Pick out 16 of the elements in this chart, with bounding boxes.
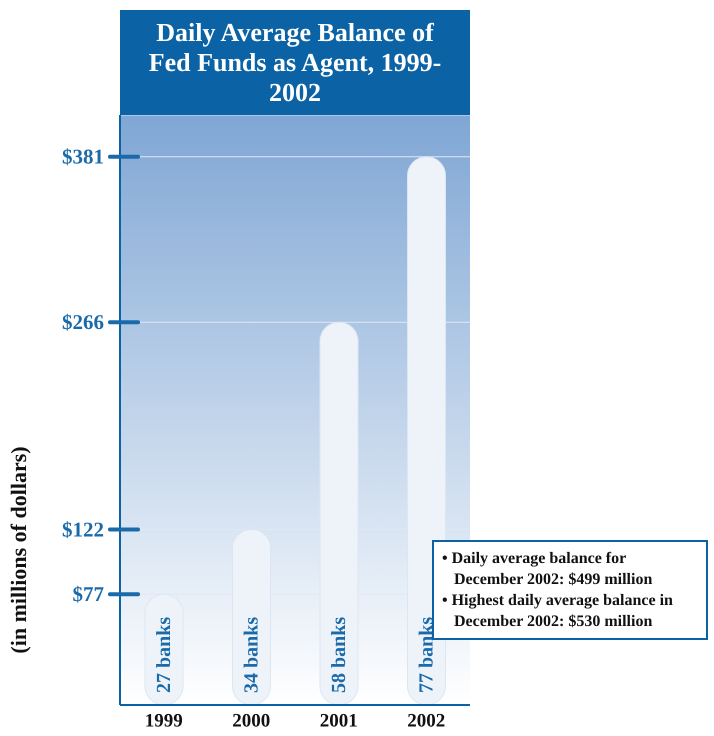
chart-title: Daily Average Balance of Fed Funds as Agent, 1999-2002: [148, 18, 442, 108]
annotation: 27 banks: [153, 616, 175, 693]
y-tick-label: $77: [72, 582, 104, 606]
x-tick-label: 2002: [407, 710, 446, 732]
y-axis-title: (in millions of dollars): [6, 446, 31, 654]
annotation: 34 banks: [240, 616, 262, 693]
y-tick-label: $266: [62, 310, 104, 334]
x-tick-label: 2001: [320, 710, 358, 732]
annotation: 77 banks: [416, 616, 438, 693]
annotation: 58 banks: [328, 616, 350, 693]
x-tick-label: 1999: [144, 710, 183, 732]
x-tick-label: 2000: [232, 710, 270, 732]
annotation: • Highest daily average balance in December 2002: $530 million: [442, 591, 674, 632]
y-tick-label: $122: [62, 517, 104, 542]
y-tick-label: $381: [62, 144, 104, 169]
annotation: • Daily average balance for December 2002: $499 million: [442, 549, 654, 590]
